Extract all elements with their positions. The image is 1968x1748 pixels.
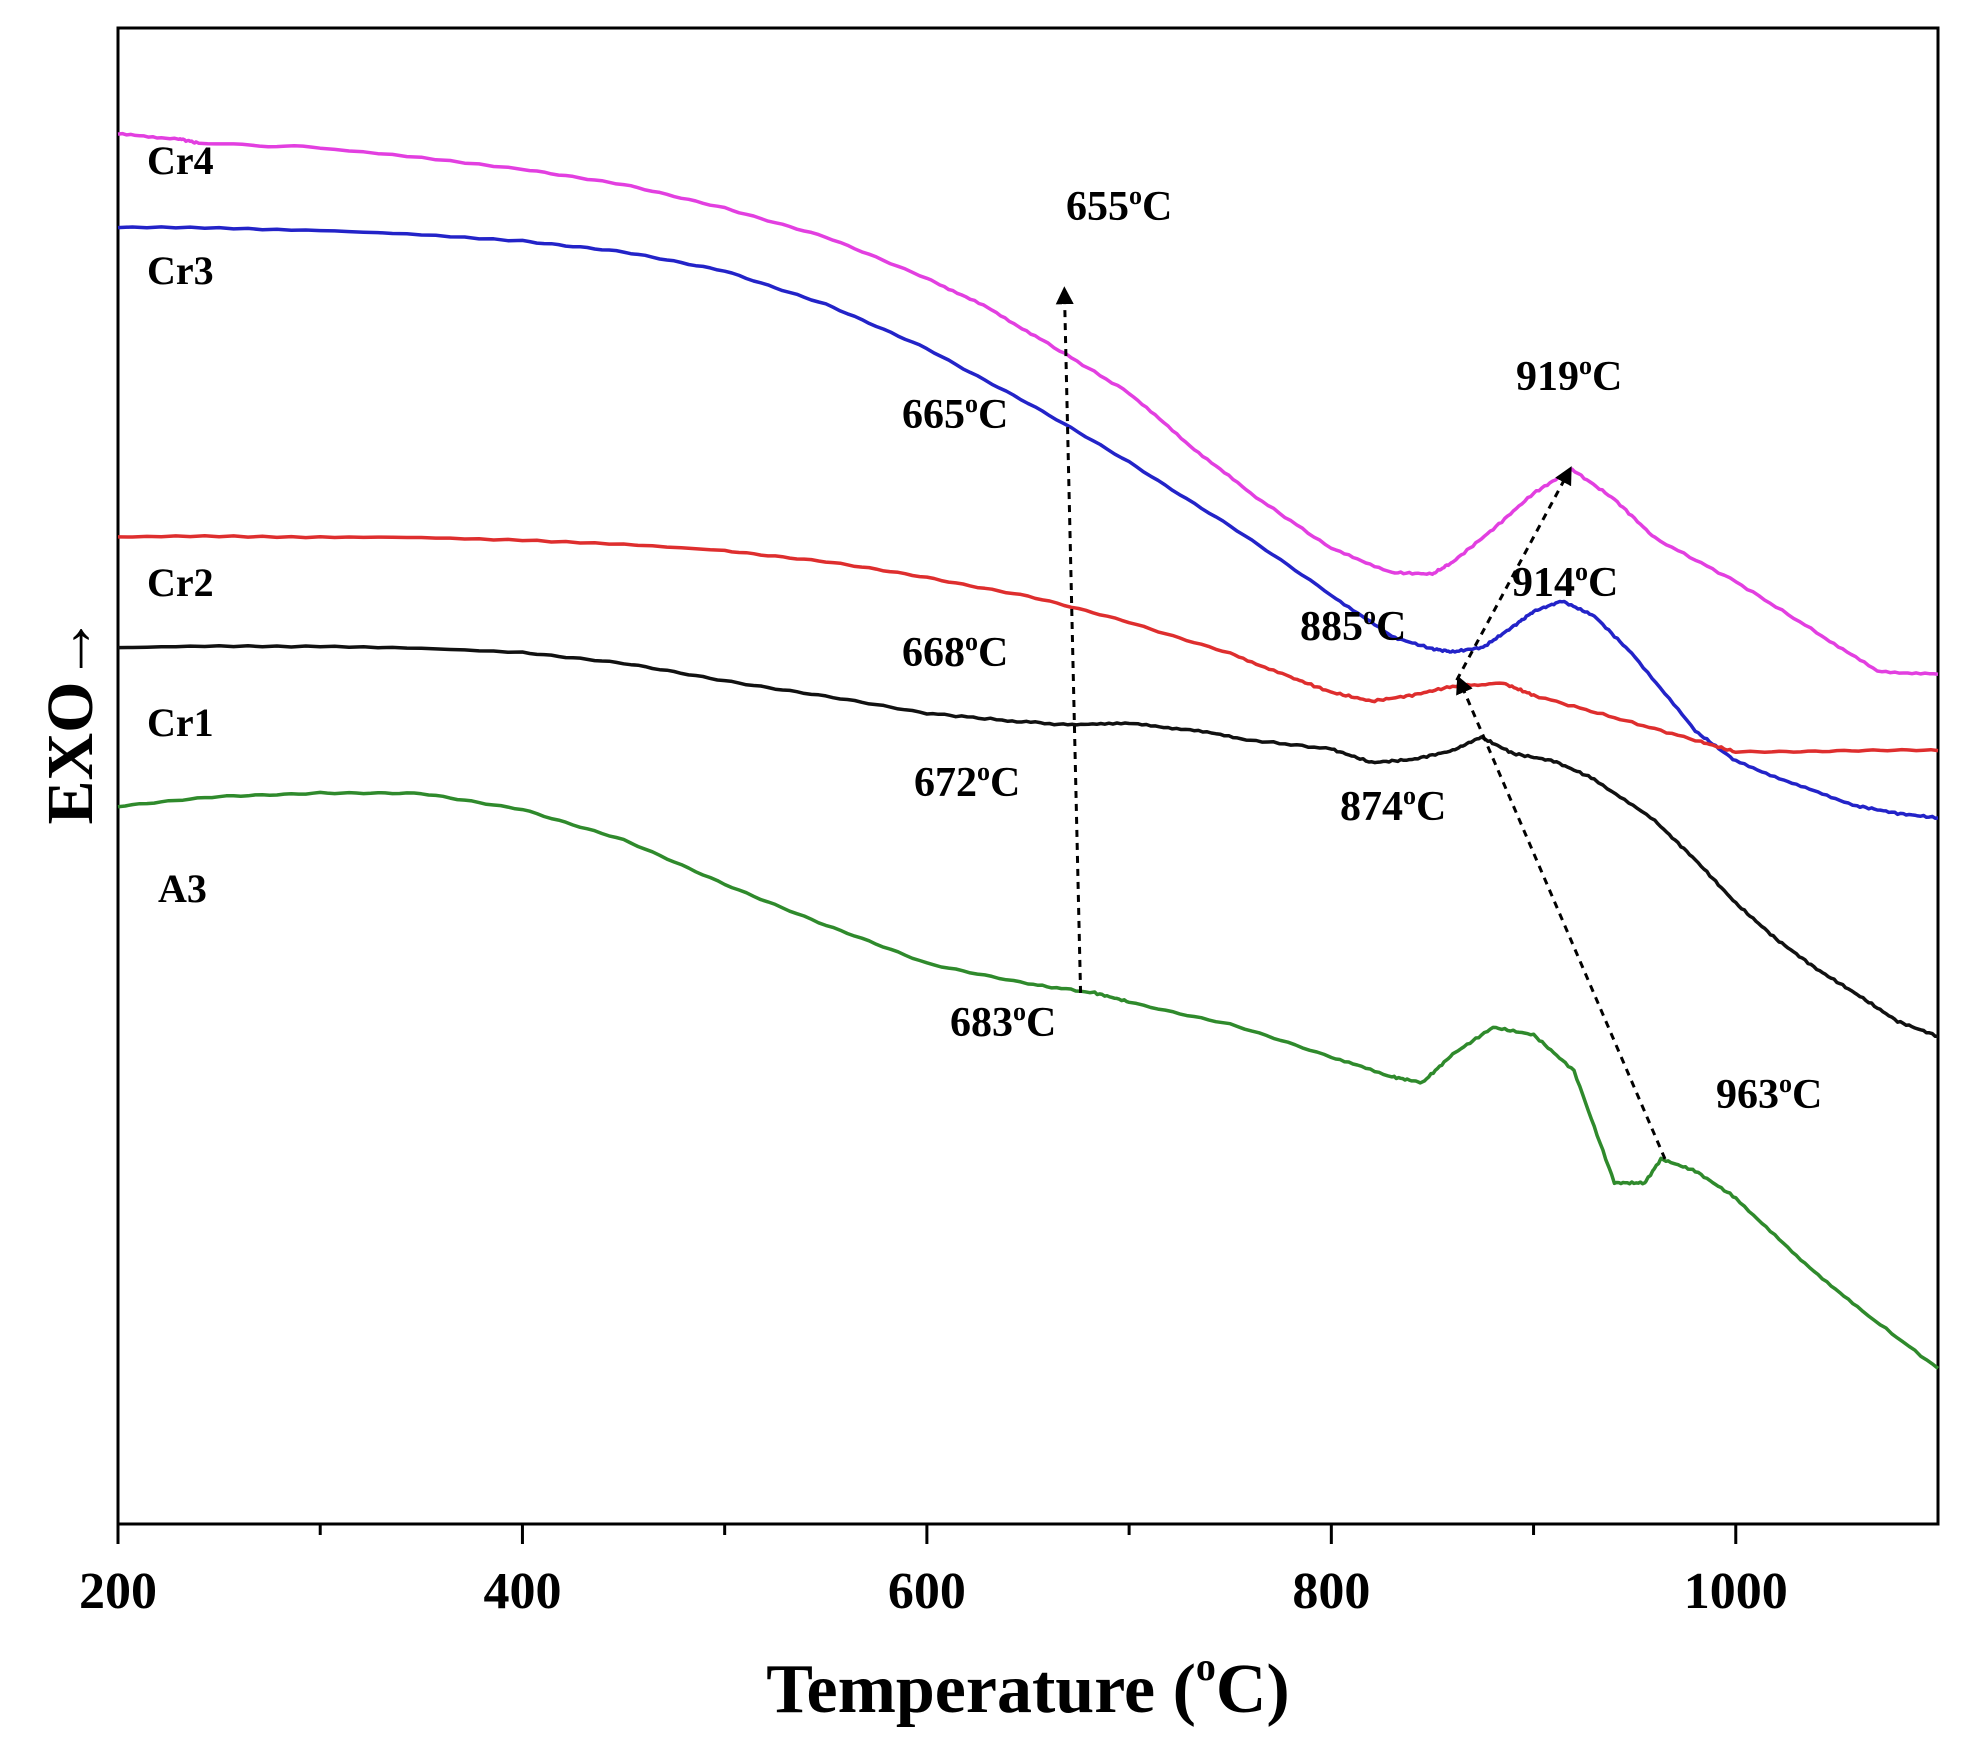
x-tick-label-800: 800: [1292, 1563, 1370, 1620]
annotation-919: 919oC: [1516, 351, 1622, 400]
series-label-cr3: Cr3: [147, 248, 214, 293]
annotation-914: 914oC: [1512, 557, 1618, 606]
annotation-665: 665oC: [902, 389, 1008, 438]
annotation-655: 655oC: [1066, 181, 1172, 230]
series-line-cr1: [117, 644, 1939, 1039]
series-label-cr1: Cr1: [147, 700, 214, 745]
plot-frame: [116, 26, 1940, 1526]
x-axis-tick-labels: 200 400 600 800 1000: [79, 1563, 1788, 1620]
annotation-963: 963oC: [1716, 1069, 1822, 1118]
series-label-a3: A3: [158, 866, 207, 911]
annotation-683: 683oC: [950, 997, 1056, 1046]
series-line-cr2: [117, 533, 1939, 755]
dashed-arrow-2: [1456, 675, 1667, 1160]
series-group: [117, 131, 1940, 1370]
series-line-cr3: [117, 225, 1939, 820]
x-axis-ticks: [116, 1524, 1738, 1544]
x-tick-label-400: 400: [483, 1563, 561, 1620]
x-tick-label-200: 200: [79, 1563, 157, 1620]
x-tick-label-1000: 1000: [1684, 1563, 1788, 1620]
series-line-a3: [117, 790, 1940, 1370]
series-label-cr4: Cr4: [147, 138, 214, 183]
annotation-668: 668oC: [902, 627, 1008, 676]
dashed-arrow-3: [1455, 466, 1572, 681]
annotation-672: 672oC: [914, 757, 1020, 806]
series-line-cr4: [117, 131, 1939, 677]
annotation-885: 885oC: [1300, 601, 1406, 650]
arrow-group: [1055, 286, 1667, 1160]
annotation-874: 874oC: [1340, 781, 1446, 830]
dashed-arrow-1: [1055, 286, 1083, 993]
y-axis-title: EXO→: [34, 615, 107, 824]
x-tick-label-600: 600: [888, 1563, 966, 1620]
x-axis-title: Temperature (oC): [766, 1644, 1290, 1728]
series-label-cr2: Cr2: [147, 560, 214, 605]
